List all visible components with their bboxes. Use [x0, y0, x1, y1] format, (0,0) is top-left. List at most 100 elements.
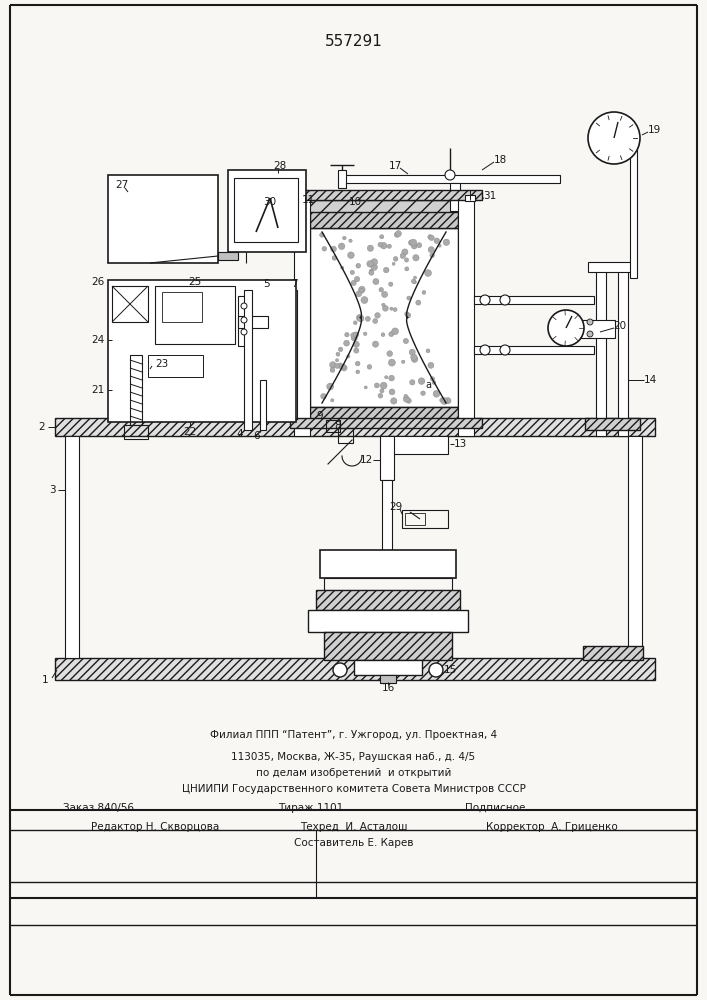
Circle shape [441, 398, 448, 404]
Bar [155, 286, 235, 344]
Circle shape [371, 264, 378, 270]
Circle shape [348, 252, 354, 259]
Text: 1: 1 [42, 675, 48, 685]
Circle shape [344, 340, 349, 346]
Bar [295, 195, 305, 201]
Text: a: a [425, 380, 431, 390]
Circle shape [430, 253, 434, 258]
Circle shape [395, 232, 399, 237]
Circle shape [389, 389, 395, 395]
Text: 25: 25 [188, 277, 201, 287]
Bar [628, 436, 642, 658]
Circle shape [395, 231, 402, 237]
Bar [324, 578, 452, 590]
Circle shape [432, 381, 436, 384]
Bar [474, 296, 594, 304]
Circle shape [405, 267, 409, 271]
Bar [290, 418, 482, 428]
Bar [580, 320, 615, 338]
Circle shape [393, 257, 398, 261]
Circle shape [411, 354, 417, 360]
Circle shape [359, 288, 364, 293]
Circle shape [411, 356, 418, 362]
Bar [234, 178, 298, 242]
Circle shape [440, 398, 445, 402]
Circle shape [380, 389, 384, 393]
Circle shape [588, 112, 640, 164]
Bar [390, 436, 448, 454]
Circle shape [358, 286, 365, 293]
Circle shape [322, 246, 327, 251]
Circle shape [434, 238, 440, 244]
Bar [308, 200, 460, 212]
Circle shape [409, 240, 414, 245]
Circle shape [354, 348, 359, 353]
Text: 19: 19 [648, 125, 660, 135]
Circle shape [392, 262, 395, 265]
Circle shape [369, 270, 374, 275]
Text: 17: 17 [388, 161, 402, 171]
Circle shape [241, 329, 247, 335]
Circle shape [345, 332, 349, 337]
Circle shape [356, 315, 363, 321]
Bar [65, 436, 79, 658]
Circle shape [407, 398, 411, 403]
Circle shape [357, 315, 364, 322]
Circle shape [385, 376, 388, 379]
Circle shape [433, 390, 440, 397]
Bar [340, 175, 560, 183]
Circle shape [375, 313, 380, 318]
Circle shape [356, 291, 361, 297]
Circle shape [321, 393, 327, 399]
Circle shape [411, 279, 416, 283]
Text: 557291: 557291 [325, 34, 383, 49]
Bar [354, 660, 422, 675]
Bar [280, 210, 296, 230]
Text: 6: 6 [254, 431, 260, 441]
Circle shape [339, 243, 345, 250]
Circle shape [416, 300, 421, 305]
Text: 11: 11 [301, 195, 315, 205]
Circle shape [426, 349, 430, 353]
Bar [450, 183, 460, 211]
Text: 2: 2 [39, 422, 45, 432]
Circle shape [416, 243, 422, 248]
Circle shape [382, 305, 388, 311]
Text: Редактор Н. Скворцова: Редактор Н. Скворцова [91, 822, 220, 832]
Circle shape [356, 361, 360, 366]
Bar [238, 316, 268, 328]
Circle shape [330, 368, 335, 372]
Bar [320, 550, 456, 578]
Text: 20: 20 [614, 321, 626, 331]
Circle shape [413, 255, 419, 261]
Circle shape [351, 280, 356, 286]
Circle shape [421, 391, 426, 396]
Bar [338, 170, 346, 188]
Circle shape [373, 341, 379, 347]
Circle shape [343, 236, 346, 240]
Circle shape [346, 355, 350, 358]
Circle shape [425, 270, 431, 276]
Circle shape [402, 249, 408, 255]
Text: 15: 15 [443, 665, 457, 675]
Circle shape [500, 295, 510, 305]
Circle shape [445, 170, 455, 180]
Circle shape [354, 332, 359, 337]
Circle shape [392, 328, 399, 335]
Circle shape [404, 312, 409, 316]
Text: 28: 28 [274, 161, 286, 171]
Text: Заказ 840/56: Заказ 840/56 [64, 803, 134, 813]
Bar [310, 210, 458, 228]
Circle shape [349, 239, 352, 242]
Bar [382, 480, 392, 550]
Circle shape [410, 239, 416, 246]
Circle shape [364, 386, 367, 389]
Circle shape [332, 256, 336, 259]
Bar [112, 286, 148, 322]
Circle shape [354, 276, 360, 282]
Text: 10: 10 [349, 197, 361, 207]
Circle shape [411, 243, 417, 249]
Bar [402, 510, 448, 528]
Circle shape [338, 363, 343, 369]
Circle shape [351, 333, 356, 338]
